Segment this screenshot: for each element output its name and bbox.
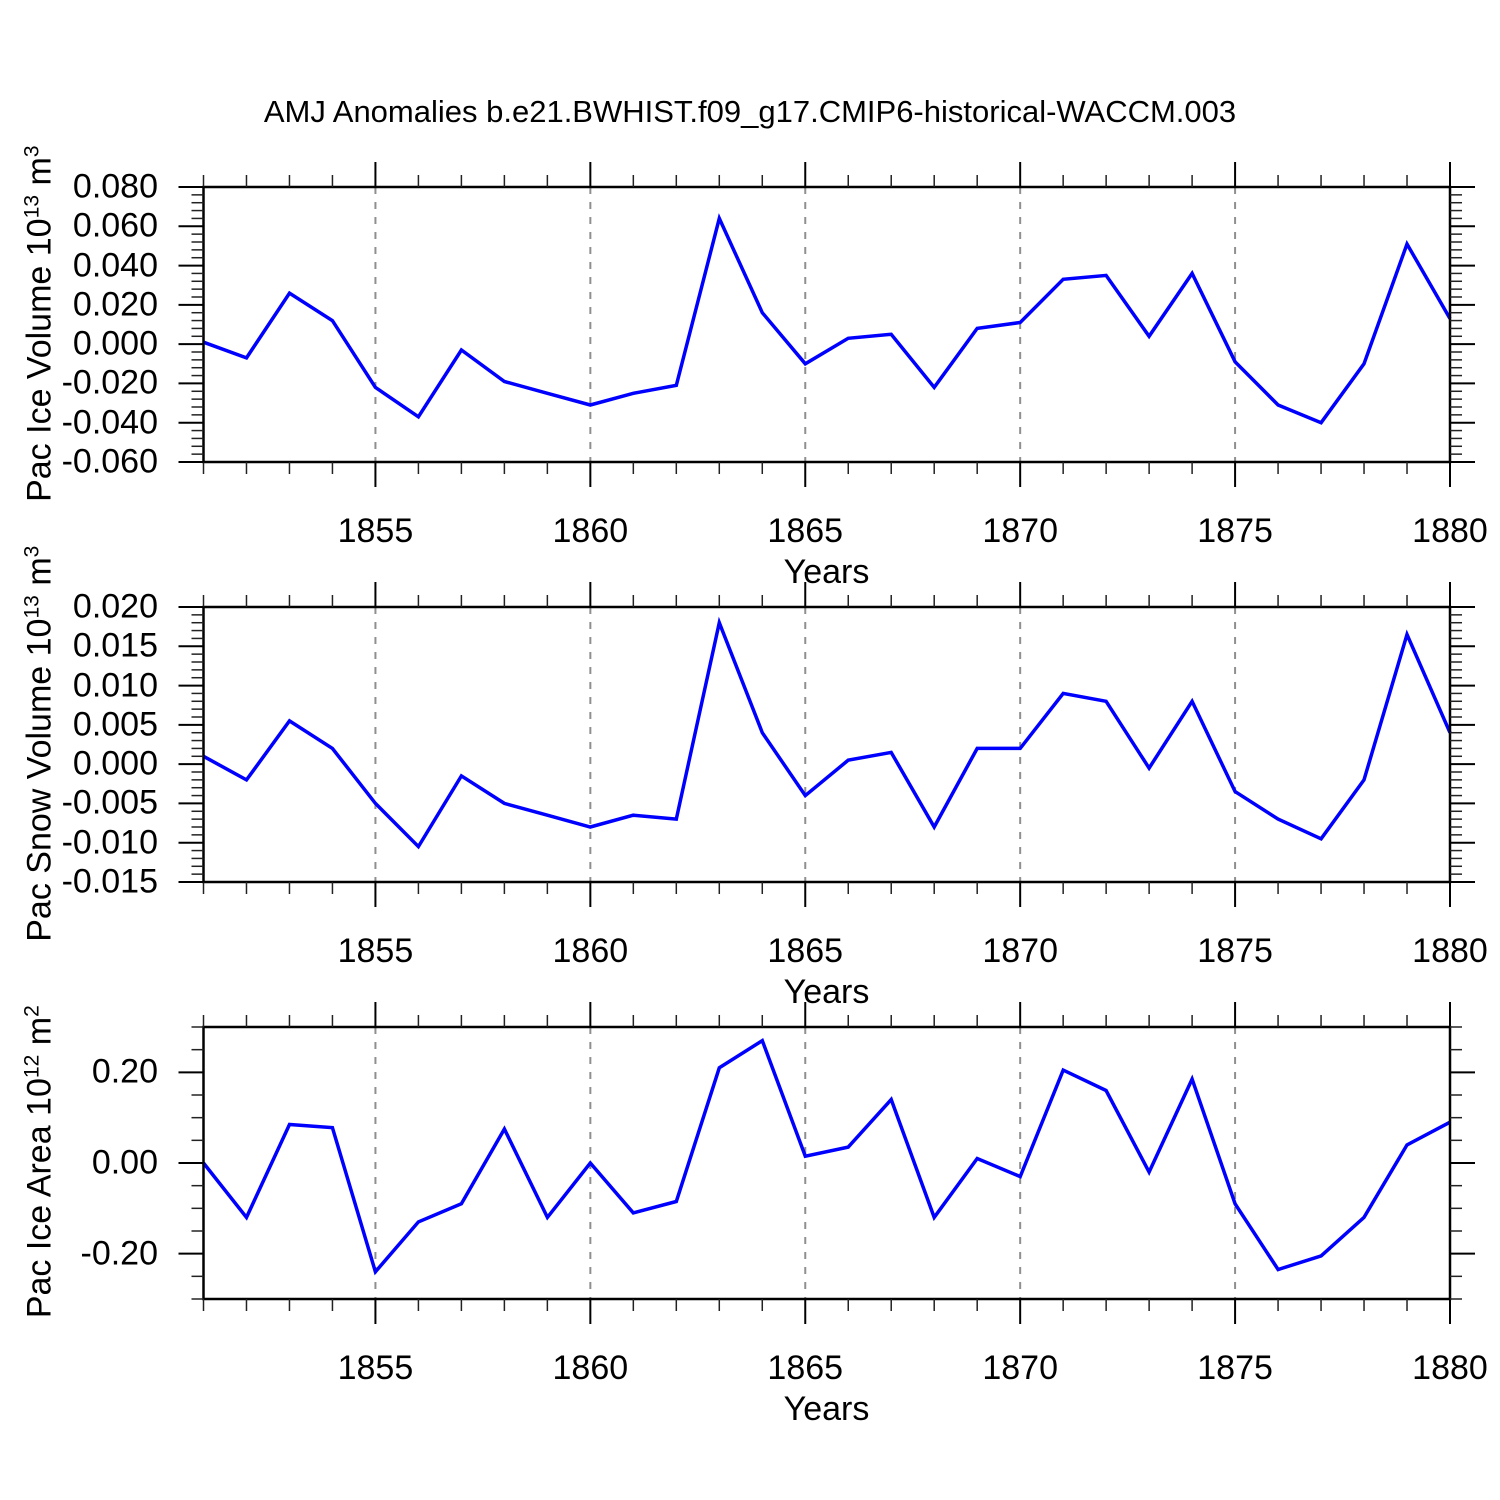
y-tick-label: 0.015 — [72, 626, 158, 665]
y-tick-label: 0.010 — [72, 666, 158, 705]
x-tick-label-1880: 1880 — [1412, 932, 1488, 970]
x-tick-label-1870: 1870 — [982, 1349, 1058, 1387]
x-tick-label-1860: 1860 — [552, 1349, 629, 1387]
x-tick-label-1860: 1860 — [552, 932, 629, 970]
chart-title: AMJ Anomalies b.e21.BWHIST.f09_g17.CMIP6… — [263, 94, 1237, 129]
data-line-panel-2 — [202, 616, 1452, 850]
x-tick-label-1870: 1870 — [982, 512, 1058, 550]
y-tick-label: -0.015 — [61, 862, 158, 901]
x-axis-label-panel-3: Years — [783, 1390, 870, 1428]
x-tick-label-1875: 1875 — [1197, 1349, 1273, 1387]
y-axis-label-panel-3: Pac Ice Area 1012 m2 — [20, 1005, 59, 1319]
x-tick-label-1875: 1875 — [1197, 932, 1273, 970]
x-tick-label-1880: 1880 — [1412, 512, 1488, 550]
y-tick-label: 0.00 — [91, 1143, 158, 1182]
x-tick-label-1855: 1855 — [337, 932, 414, 970]
y-tick-label: -0.040 — [61, 403, 158, 442]
y-tick-label: 0.080 — [72, 167, 158, 206]
y-tick-label: -0.005 — [61, 783, 158, 822]
x-axis-label-panel-1: Years — [783, 553, 870, 591]
x-tick-label-1880: 1880 — [1412, 1349, 1488, 1387]
y-tick-label: 0.020 — [72, 587, 158, 626]
x-tick-label-1870: 1870 — [982, 932, 1058, 970]
y-tick-label: -0.20 — [80, 1234, 159, 1273]
x-tick-label-1865: 1865 — [767, 1349, 844, 1387]
plot-frame-panel-3 — [202, 1025, 1452, 1301]
x-tick-label-1855: 1855 — [337, 1349, 414, 1387]
y-tick-label: 0.000 — [72, 324, 158, 363]
x-tick-label-1860: 1860 — [552, 512, 629, 550]
y-tick-label: -0.060 — [61, 442, 158, 481]
x-tick-label-1865: 1865 — [767, 932, 844, 970]
y-tick-label: -0.010 — [61, 823, 158, 862]
y-tick-label: 0.040 — [72, 246, 158, 285]
x-axis-label-panel-2: Years — [783, 973, 870, 1011]
data-line-panel-1 — [202, 213, 1452, 425]
data-line-panel-3 — [202, 1037, 1451, 1276]
y-tick-label: 0.020 — [72, 285, 158, 324]
plot-frame-panel-2 — [202, 605, 1452, 884]
x-tick-label-1865: 1865 — [767, 512, 844, 550]
plot-frame-panel-1 — [202, 185, 1452, 464]
y-tick-label: 0.000 — [72, 744, 158, 783]
y-tick-label: 0.005 — [72, 705, 158, 744]
y-tick-label: -0.020 — [61, 363, 158, 402]
x-tick-label-1855: 1855 — [337, 512, 414, 550]
y-tick-label: 0.060 — [72, 206, 158, 245]
x-tick-label-1875: 1875 — [1197, 512, 1273, 550]
y-tick-label: 0.20 — [91, 1052, 158, 1091]
